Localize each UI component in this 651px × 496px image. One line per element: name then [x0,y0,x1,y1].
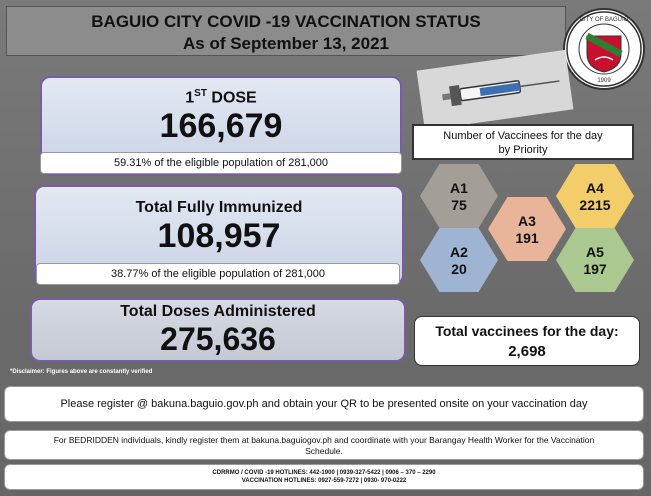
hotlines-banner: CDRRMO / COVID -19 HOTLINES: 442-1900 | … [4,464,644,490]
seal-emblem-icon: 1909 CITY OF BAGUIO [566,11,642,87]
priority-group-name: A3 [518,213,536,229]
header-banner: BAGUIO CITY COVID -19 VACCINATION STATUS… [6,6,566,56]
total-day-value: 2,698 [508,343,546,360]
fully-immunized-label: Total Fully Immunized [135,199,303,216]
priority-group-name: A4 [586,180,604,196]
svg-text:1909: 1909 [597,78,611,84]
first-dose-value: 166,679 [159,107,283,146]
page-title: BAGUIO CITY COVID -19 VACCINATION STATUS [91,12,481,31]
register-banner: Please register @ bakuna.baguio.gov.ph a… [4,386,644,422]
total-day-label: Total vaccinees for the day: [435,323,619,339]
fully-immunized-value: 108,957 [157,217,281,255]
bedridden-banner: For BEDRIDDEN individuals, kindly regist… [4,430,644,460]
priority-group-name: A1 [450,180,468,196]
first-dose-label: 1ST DOSE [185,88,257,107]
total-doses-card: Total Doses Administered 275,636 [30,298,406,362]
priority-group-value: 191 [515,230,539,246]
as-of-date: As of September 13, 2021 [183,34,389,53]
syringe-illustration [416,49,574,131]
priority-a1-hex: A1 75 [420,164,498,228]
priority-group-value: 2215 [579,197,611,213]
vaccination-hotlines: VACCINATION HOTLINES: 0927-559-7272 | 09… [241,478,407,484]
priority-group-name: A5 [586,244,604,260]
priority-title: Number of Vaccinees for the day by Prior… [412,124,634,160]
priority-a3-hex: A3 191 [488,197,566,261]
priority-group-value: 197 [583,261,607,277]
total-vaccinees-day-card: Total vaccinees for the day: 2,698 [414,316,640,366]
priority-group-value: 20 [451,261,467,277]
disclaimer-text: *Disclaimer: Figures above are constantl… [10,369,153,375]
first-dose-note: 59.31% of the eligible population of 281… [40,152,402,174]
total-doses-label: Total Doses Administered [120,303,316,320]
total-doses-value: 275,636 [160,321,276,357]
priority-a4-hex: A4 2215 [556,164,634,228]
priority-group-name: A2 [450,244,468,260]
city-seal-logo: 1909 CITY OF BAGUIO [563,8,645,90]
cdrrmo-hotlines: CDRRMO / COVID -19 HOTLINES: 442-1900 | … [212,470,436,476]
fully-immunized-note: 38.77% of the eligible population of 281… [36,263,400,285]
syringe-icon [442,80,560,107]
priority-group-value: 75 [451,197,467,213]
svg-text:CITY OF BAGUIO: CITY OF BAGUIO [580,17,629,23]
